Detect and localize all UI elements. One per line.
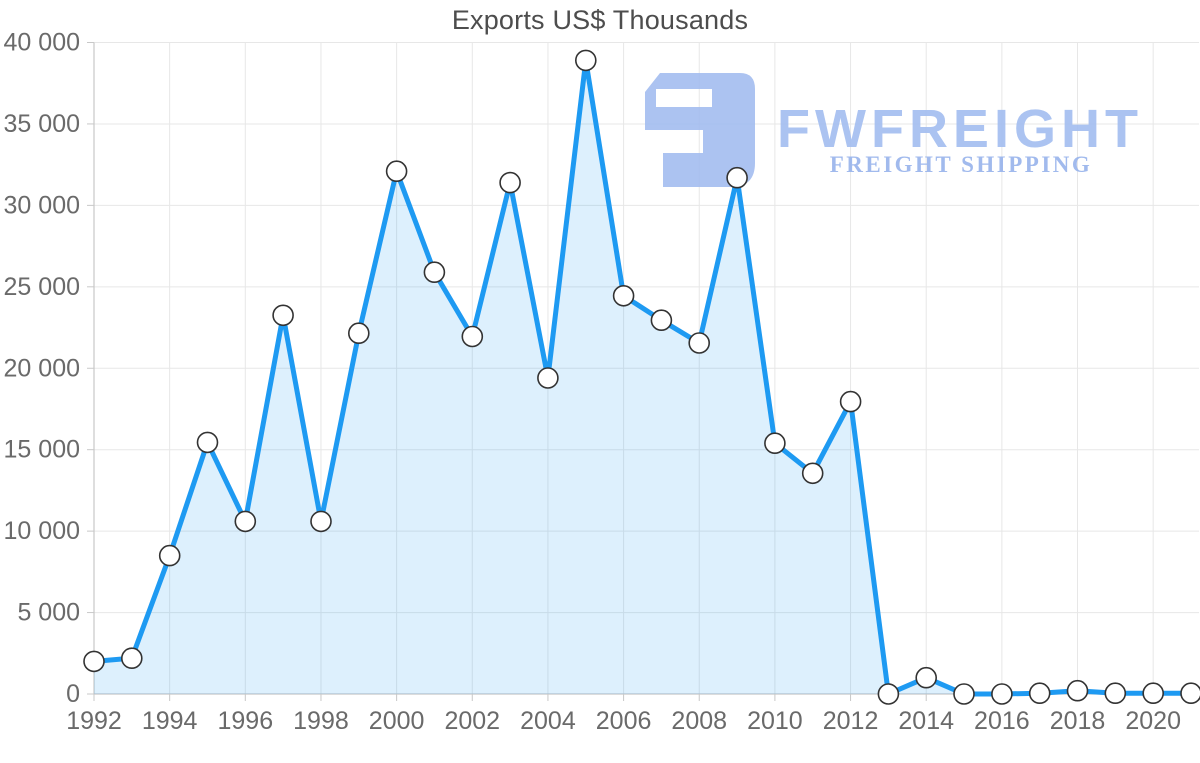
y-axis-label-20000: 20 000: [4, 354, 80, 382]
y-axis-label-30000: 30 000: [4, 191, 80, 219]
x-axis-label-2012: 2012: [823, 707, 879, 735]
gridlines: [93, 42, 1199, 695]
data-point-2005[interactable]: [574, 49, 597, 72]
data-point-2000[interactable]: [385, 160, 408, 182]
data-point-1993[interactable]: [121, 647, 143, 670]
data-point-2014[interactable]: [915, 666, 938, 689]
data-point-2004[interactable]: [537, 367, 559, 389]
data-point-1996[interactable]: [234, 510, 257, 533]
data-point-2003[interactable]: [499, 171, 521, 194]
data-point-2010[interactable]: [764, 432, 786, 455]
x-axis-label-2014: 2014: [898, 707, 954, 735]
x-axis-label-1992: 1992: [66, 707, 122, 735]
y-axis-label-35000: 35 000: [4, 110, 80, 138]
data-point-2008[interactable]: [688, 332, 711, 354]
x-axis-label-2008: 2008: [671, 707, 727, 735]
y-axis-label-15000: 15 000: [4, 436, 80, 464]
data-point-2006[interactable]: [612, 284, 635, 307]
y-axis-label-10000: 10 000: [4, 517, 80, 545]
exports-series: [83, 49, 1200, 705]
x-axis-label-2004: 2004: [520, 707, 576, 735]
x-axis-label-2020: 2020: [1125, 707, 1181, 735]
data-point-2007[interactable]: [650, 309, 673, 332]
y-axis-label-0: 0: [66, 680, 80, 708]
x-axis-label-1998: 1998: [293, 707, 349, 735]
y-axis-label-5000: 5 000: [17, 599, 80, 627]
data-point-2009[interactable]: [726, 166, 748, 189]
data-point-1994[interactable]: [158, 544, 181, 567]
data-point-1999[interactable]: [347, 322, 370, 345]
y-axis-label-40000: 40 000: [4, 29, 80, 57]
data-point-2013[interactable]: [877, 683, 900, 705]
data-point-2019[interactable]: [1104, 682, 1127, 705]
data-point-2011[interactable]: [801, 462, 824, 485]
data-point-2020[interactable]: [1142, 682, 1164, 705]
x-axis-label-2002: 2002: [444, 707, 500, 735]
data-point-2021[interactable]: [1180, 682, 1200, 704]
x-axis-label-2018: 2018: [1050, 707, 1106, 735]
data-point-2001[interactable]: [423, 261, 446, 284]
data-point-1998[interactable]: [310, 510, 332, 533]
y-axis-label-25000: 25 000: [4, 273, 80, 301]
watermark: FWFREIGHT FREIGHT SHIPPING: [645, 73, 1143, 187]
watermark-brand-text: FWFREIGHT: [777, 99, 1143, 159]
data-point-2018[interactable]: [1066, 679, 1089, 702]
x-axis-label-2016: 2016: [974, 707, 1030, 735]
x-axis-label-1996: 1996: [217, 707, 273, 735]
data-point-1997[interactable]: [272, 304, 294, 327]
data-point-2017[interactable]: [1028, 682, 1051, 705]
x-axis-label-2006: 2006: [596, 707, 652, 735]
x-axis-label-1994: 1994: [142, 707, 198, 735]
data-point-1992[interactable]: [83, 650, 105, 673]
x-axis-label-2000: 2000: [369, 707, 425, 735]
data-point-2016[interactable]: [991, 683, 1013, 705]
data-point-2002[interactable]: [461, 325, 484, 348]
watermark-tagline-text: FREIGHT SHIPPING: [830, 152, 1093, 177]
data-point-2015[interactable]: [953, 683, 975, 705]
axis-labels: 0 5 000 10 000 15 000 20 000 25 000 30 000 35 0…: [4, 29, 1181, 736]
data-point-2012[interactable]: [839, 390, 862, 413]
fwfreight-logo-icon: [645, 73, 755, 187]
series-area-fill: [94, 60, 1191, 694]
chart-title: Exports US$ Thousands: [451, 5, 749, 35]
x-axis-label-2010: 2010: [747, 707, 803, 735]
data-point-1995[interactable]: [196, 431, 219, 454]
